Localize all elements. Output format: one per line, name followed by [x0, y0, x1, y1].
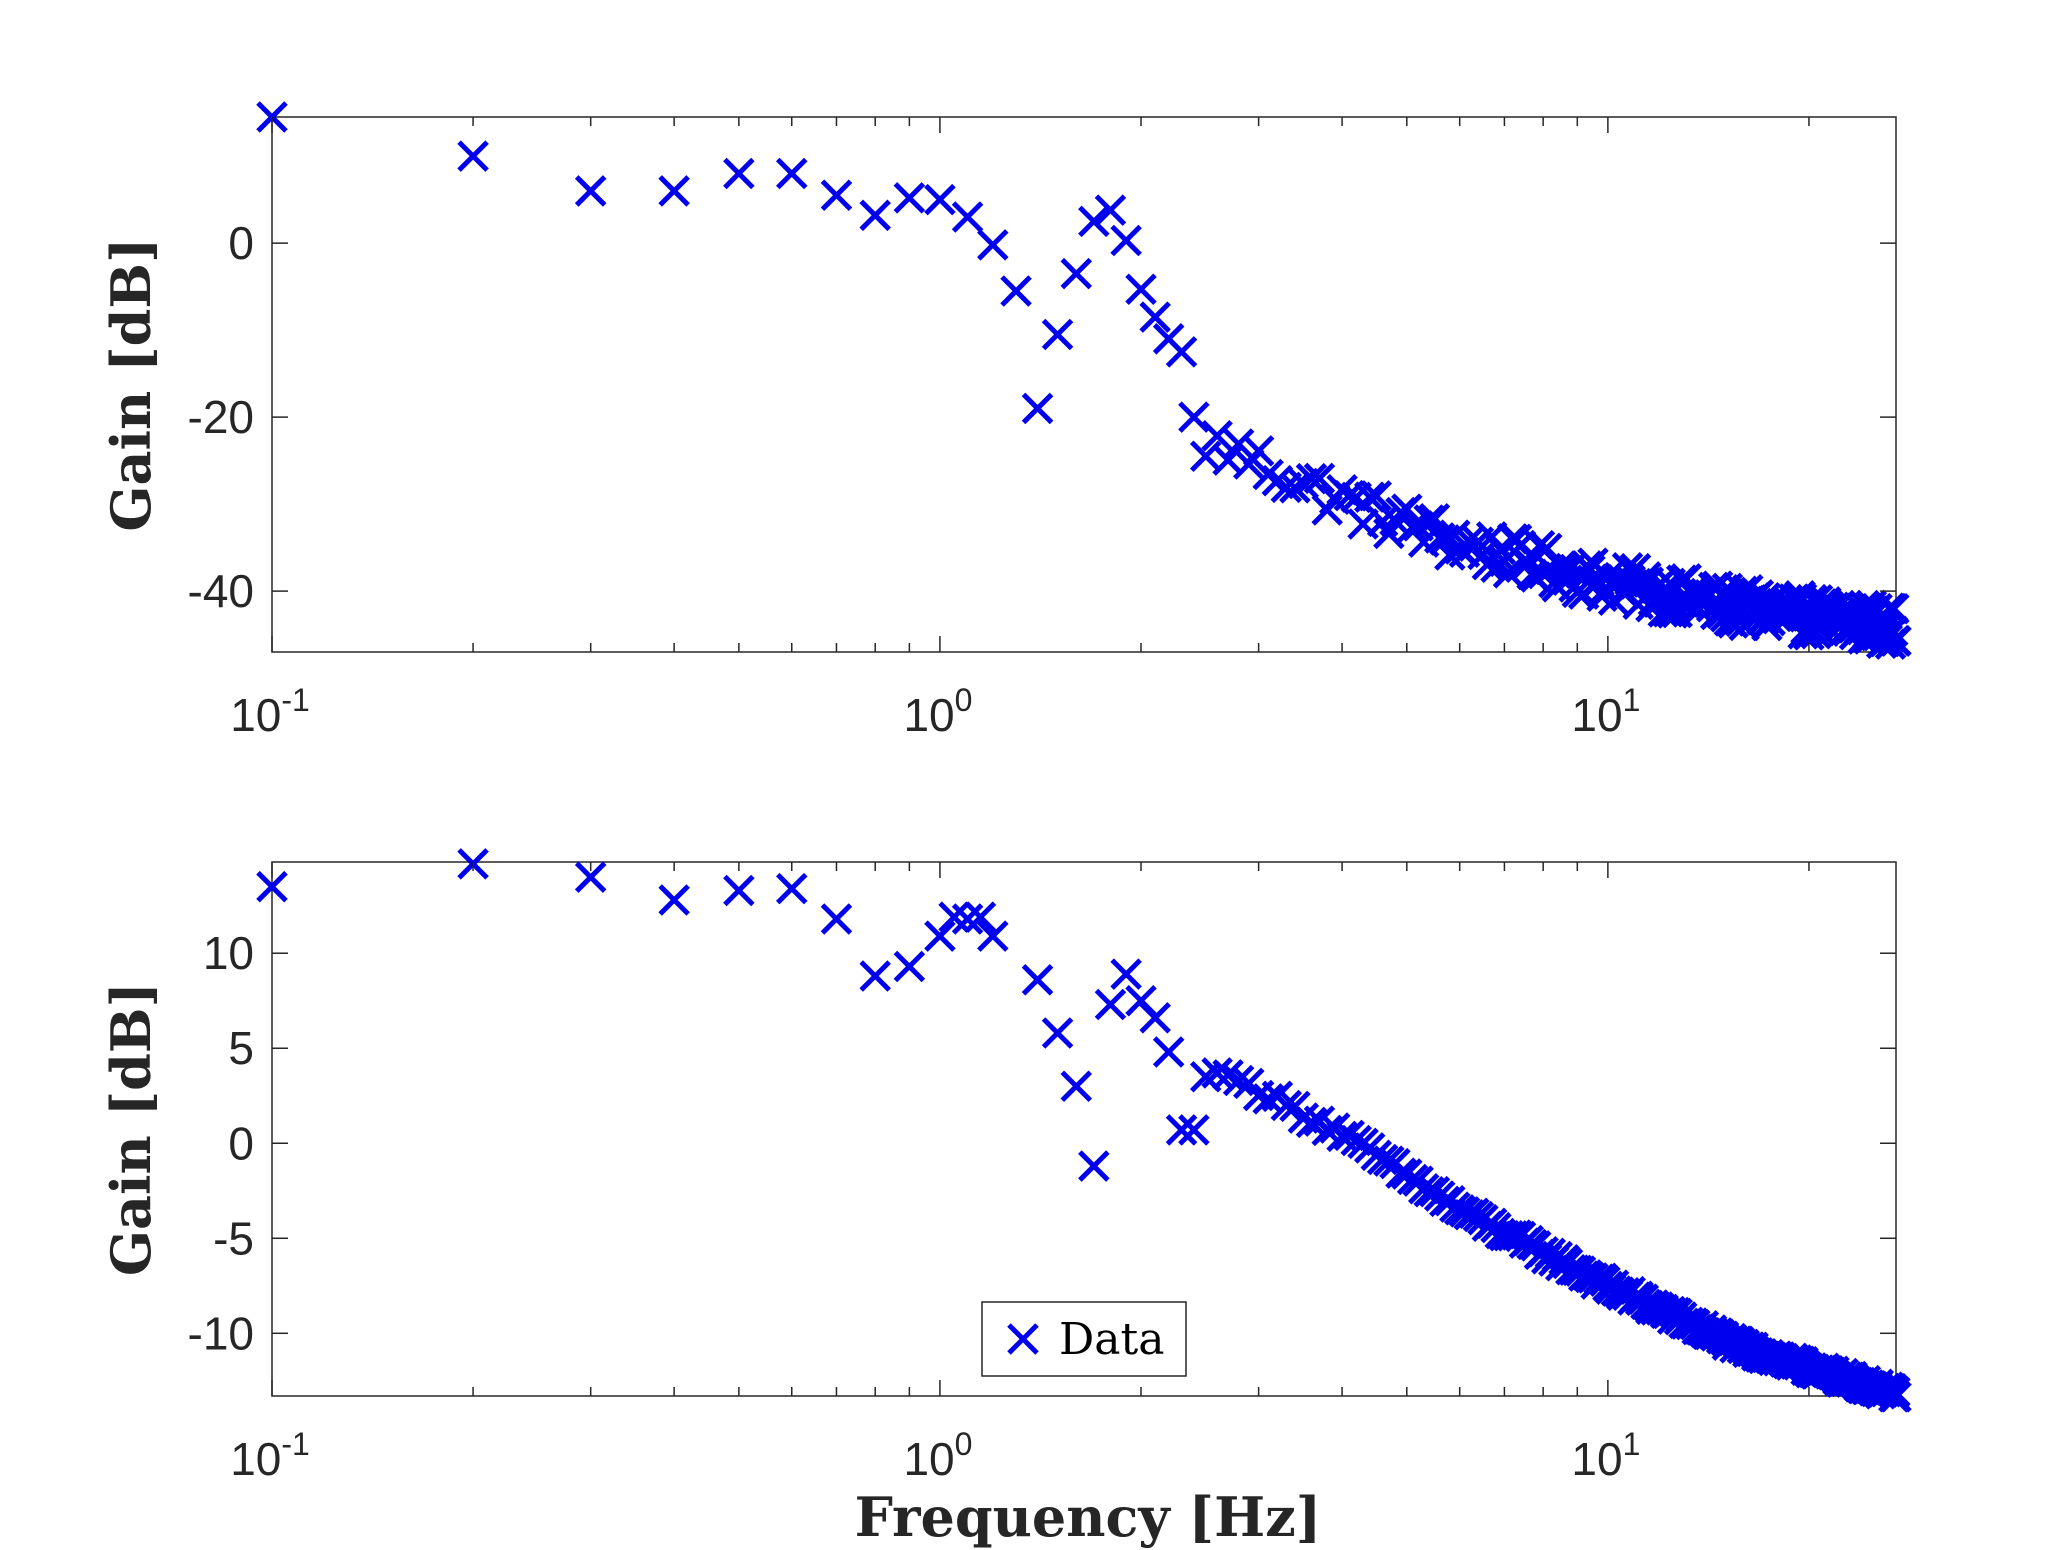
data-point — [1353, 481, 1386, 513]
data-point — [951, 903, 984, 935]
data-point — [775, 157, 808, 190]
data-point — [1178, 1114, 1210, 1146]
x-tick-label: 101 — [1571, 1426, 1640, 1485]
data-point — [893, 950, 926, 983]
data-point — [1110, 224, 1142, 257]
data-point — [775, 872, 808, 905]
data-point — [1222, 428, 1255, 460]
data-point — [256, 870, 288, 903]
data-point — [1021, 392, 1054, 425]
data-point — [1152, 1036, 1185, 1068]
data-point — [1060, 257, 1093, 290]
data-point — [1139, 301, 1171, 333]
legend-box — [981, 1301, 1187, 1377]
bottom-gain-plot: 10-1 100 101 10 5 0 -5 -10 Gain [dB] Frequency … — [99, 848, 1912, 1549]
data-point — [1165, 1114, 1198, 1146]
data-point — [951, 201, 984, 233]
y-tick-label: 0 — [228, 1117, 254, 1169]
y-tick-label: -40 — [188, 565, 254, 617]
top-gain-plot: 10-1 100 101 0 -20 -40 Gain [dB] — [99, 101, 1912, 741]
data-point — [1295, 1106, 1328, 1139]
data-point — [1222, 1064, 1255, 1097]
top-axis-ticks: 10-1 100 101 0 -20 -40 — [188, 117, 1896, 741]
data-point — [1880, 1381, 1912, 1413]
bottom-data-markers — [256, 848, 1912, 1413]
data-point — [1201, 419, 1233, 452]
data-point — [1165, 336, 1198, 368]
data-point — [924, 183, 956, 216]
data-point — [1201, 1057, 1233, 1089]
data-point — [1041, 318, 1074, 351]
data-point — [658, 884, 690, 916]
data-point — [457, 140, 489, 172]
y-tick-label: 5 — [228, 1022, 254, 1074]
data-point — [820, 179, 853, 212]
data-point — [1492, 1219, 1525, 1252]
data-point — [820, 903, 853, 935]
data-point — [1094, 194, 1127, 226]
data-point — [1125, 273, 1157, 306]
y-tick-label: 10 — [203, 927, 254, 979]
data-point — [1000, 275, 1032, 307]
y-tick-label: 0 — [228, 217, 254, 269]
data-point — [1413, 1175, 1445, 1208]
y-tick-label: -10 — [188, 1307, 254, 1359]
data-point — [977, 229, 1009, 261]
data-point — [1252, 1083, 1284, 1115]
legend-x-marker-icon — [1007, 1323, 1039, 1355]
data-point — [1879, 1375, 1911, 1408]
data-point — [1413, 504, 1445, 536]
x-tick-label: 10-1 — [230, 1426, 310, 1485]
data-point — [924, 920, 956, 952]
y-tick-label: -20 — [188, 391, 254, 443]
data-point — [859, 199, 891, 232]
data-point — [1360, 480, 1393, 512]
data-point — [1078, 205, 1110, 238]
x-tick-label: 101 — [1571, 682, 1640, 741]
data-point — [658, 175, 690, 207]
data-point — [1270, 1089, 1303, 1122]
data-point — [1078, 1150, 1110, 1182]
data-point — [1041, 1017, 1074, 1049]
data-point — [1880, 625, 1912, 657]
legend-marker-x — [1007, 1323, 1039, 1355]
data-point — [977, 920, 1009, 952]
top-data-markers — [256, 101, 1912, 660]
y-tick-label: -5 — [213, 1212, 254, 1264]
x-tick-label: 10-1 — [230, 682, 310, 741]
bottom-y-axis-label: Gain [dB] — [99, 982, 163, 1276]
data-point — [1139, 1002, 1171, 1034]
data-point — [893, 182, 926, 214]
data-point — [1178, 401, 1210, 433]
data-point — [1391, 493, 1423, 525]
data-point — [1094, 988, 1127, 1021]
data-point — [723, 874, 755, 907]
data-point — [1060, 1070, 1093, 1103]
data-point — [574, 861, 607, 893]
bottom-axis-ticks: 10-1 100 101 10 5 0 -5 -10 — [188, 862, 1896, 1485]
data-point — [1279, 472, 1311, 504]
x-axis-label: Frequency [Hz] — [855, 1485, 1322, 1549]
x-tick-label: 100 — [903, 682, 972, 741]
data-point — [574, 175, 607, 207]
legend: Data — [981, 1301, 1187, 1377]
data-point — [859, 960, 891, 992]
data-point — [1110, 958, 1142, 990]
data-point — [723, 157, 755, 190]
data-point — [1878, 592, 1910, 625]
data-point — [1396, 511, 1429, 544]
data-point — [1242, 435, 1275, 467]
data-point — [964, 901, 997, 933]
data-point — [1418, 502, 1451, 535]
legend-label-data: Data — [1059, 1314, 1164, 1365]
x-tick-label: 100 — [903, 1426, 972, 1485]
top-y-axis-label: Gain [dB] — [99, 237, 163, 531]
data-point — [1021, 964, 1054, 996]
data-point — [1303, 462, 1336, 495]
